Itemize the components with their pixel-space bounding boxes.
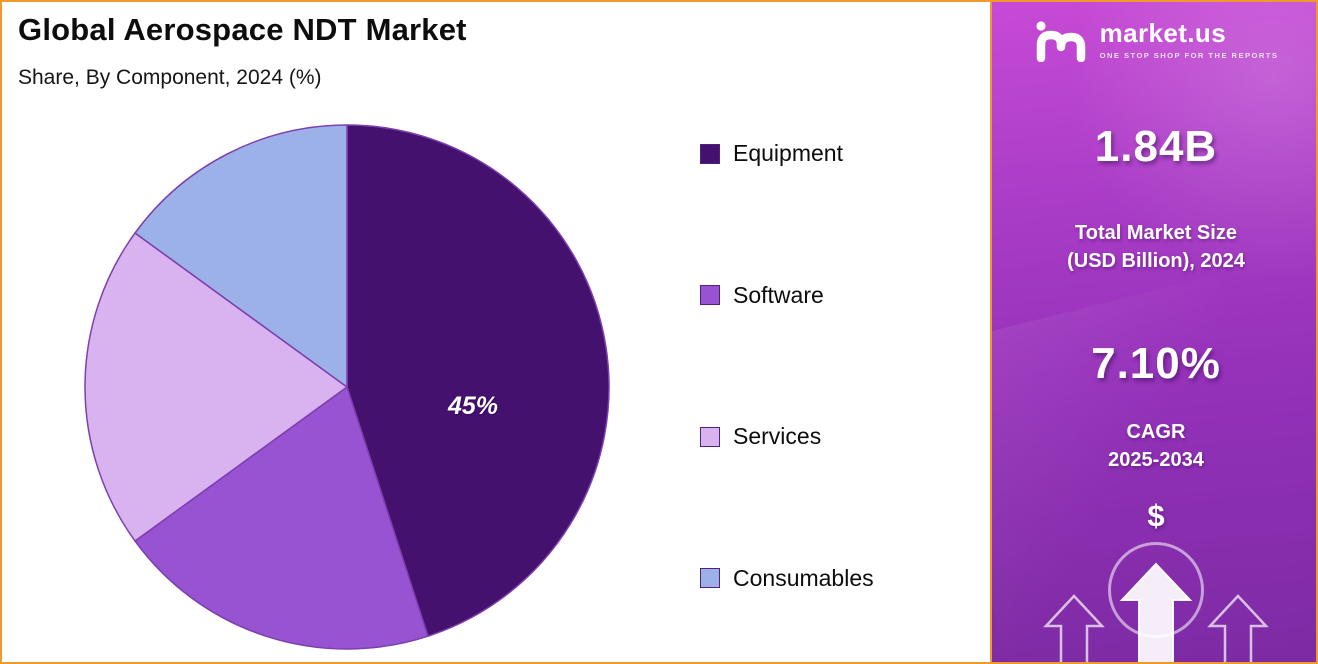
growth-arrow-right xyxy=(1207,594,1269,662)
marketus-logo-icon xyxy=(1036,21,1085,62)
chart-legend: Equipment Software Services Consumables xyxy=(700,140,930,592)
legend-item-consumables: Consumables xyxy=(700,565,930,592)
legend-label-services: Services xyxy=(733,423,822,450)
brand-text-block: market.us ONE STOP SHOP FOR THE REPORTS xyxy=(1099,18,1279,60)
chart-subtitle: Share, By Component, 2024 (%) xyxy=(18,66,322,89)
legend-label-equipment: Equipment xyxy=(733,140,843,166)
pie-slice-services xyxy=(84,232,348,542)
brand-tagline: ONE STOP SHOP FOR THE REPORTS xyxy=(1099,50,1279,60)
brand-name: market.us xyxy=(1099,18,1227,49)
market-size-label: Total Market Size (USD Billion), 2024 xyxy=(992,220,1316,275)
legend-marker-software xyxy=(700,285,720,306)
cagr-label: CAGR 2025-2034 xyxy=(992,419,1316,474)
legend-marker-consumables xyxy=(700,568,720,589)
brand-logo-row: market.us ONE STOP SHOP FOR THE REPORTS xyxy=(992,18,1316,62)
market-size-value: 1.84B xyxy=(1094,122,1218,171)
growth-arrow-middle xyxy=(1119,562,1193,662)
pie-datalabel-equipment: 45% xyxy=(448,392,499,420)
legend-label-consumables: Consumables xyxy=(733,564,874,591)
cagr-value: 7.10% xyxy=(1091,339,1221,389)
pie-slice-equipment xyxy=(346,124,610,637)
page-title: Global Aerospace NDT Market xyxy=(18,12,467,47)
pie-slice-consumables xyxy=(134,124,348,388)
legend-item-services: Services xyxy=(700,423,930,450)
legend-item-software: Software xyxy=(700,282,930,309)
brand-stats-panel: market.us ONE STOP SHOP FOR THE REPORTS … xyxy=(990,2,1316,662)
cagr-label-line2: 2025-2034 xyxy=(1108,448,1204,471)
growth-arrows-icon xyxy=(1043,562,1269,662)
market-size-label-line1: Total Market Size xyxy=(1075,222,1237,244)
dollar-sign: $ xyxy=(1147,498,1165,534)
legend-marker-services xyxy=(700,426,720,447)
pie-chart xyxy=(84,124,610,650)
legend-label-software: Software xyxy=(733,281,824,308)
cagr-label-line1: CAGR xyxy=(1126,421,1186,444)
pie-slice-software xyxy=(134,386,429,650)
market-size-label-line2: (USD Billion), 2024 xyxy=(1067,249,1245,272)
growth-arrow-left xyxy=(1043,594,1105,662)
legend-marker-equipment xyxy=(700,143,720,164)
legend-item-equipment: Equipment xyxy=(700,140,930,167)
